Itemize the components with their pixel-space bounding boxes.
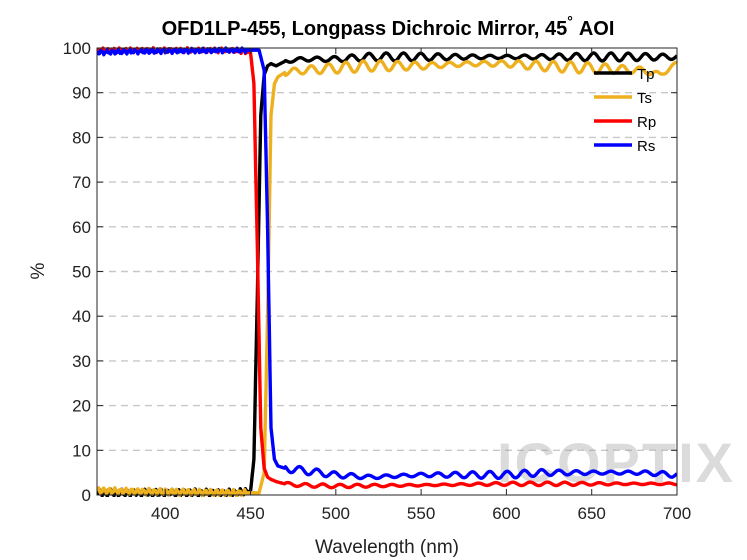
- series-line-ts: [97, 59, 677, 497]
- x-tick-label: 650: [578, 504, 606, 523]
- chart-title: OFD1LP-455, Longpass Dichroic Mirror, 45…: [162, 13, 615, 40]
- x-tick-label: 600: [492, 504, 520, 523]
- y-tick-label: 30: [72, 352, 91, 371]
- legend-label-rs: Rs: [637, 138, 655, 155]
- y-tick-label: 20: [72, 397, 91, 416]
- chart-title-suffix: AOI: [579, 18, 615, 40]
- legend: Tp Ts Rp Rs: [594, 66, 656, 155]
- grid: [97, 91, 677, 451]
- y-axis-title: %: [28, 262, 49, 279]
- y-tick-label: 70: [72, 173, 91, 192]
- legend-label-rp: Rp: [637, 114, 656, 131]
- y-tick-label: 50: [72, 263, 91, 282]
- y-tick-label: 90: [72, 84, 91, 103]
- chart-title-main: OFD1LP-455, Longpass Dichroic Mirror, 45: [162, 18, 568, 40]
- y-tick-label: 0: [82, 486, 91, 505]
- x-axis-title: Wavelength (nm): [315, 537, 459, 558]
- y-tick-label: 60: [72, 218, 91, 237]
- legend-label-tp: Tp: [637, 66, 655, 83]
- series-layer: [97, 46, 677, 497]
- series-line-rs: [97, 46, 677, 481]
- x-tick-label: 550: [407, 504, 435, 523]
- x-tick-label: 700: [663, 504, 691, 523]
- x-tick-label: 450: [236, 504, 264, 523]
- x-tick-label: 500: [322, 504, 350, 523]
- y-tick-label: 40: [72, 307, 91, 326]
- series-group: [97, 46, 677, 497]
- y-tick-label: 100: [63, 39, 91, 58]
- ticks: 0 10 20 30 40 50 60 70 80 90 100 400 450 500 550 600 650…: [63, 39, 692, 523]
- x-tick-label: 400: [151, 504, 179, 523]
- y-tick-label: 80: [72, 128, 91, 147]
- legend-label-ts: Ts: [637, 90, 652, 107]
- y-tick-label: 10: [72, 441, 91, 460]
- chart-title-degree: °: [567, 13, 573, 29]
